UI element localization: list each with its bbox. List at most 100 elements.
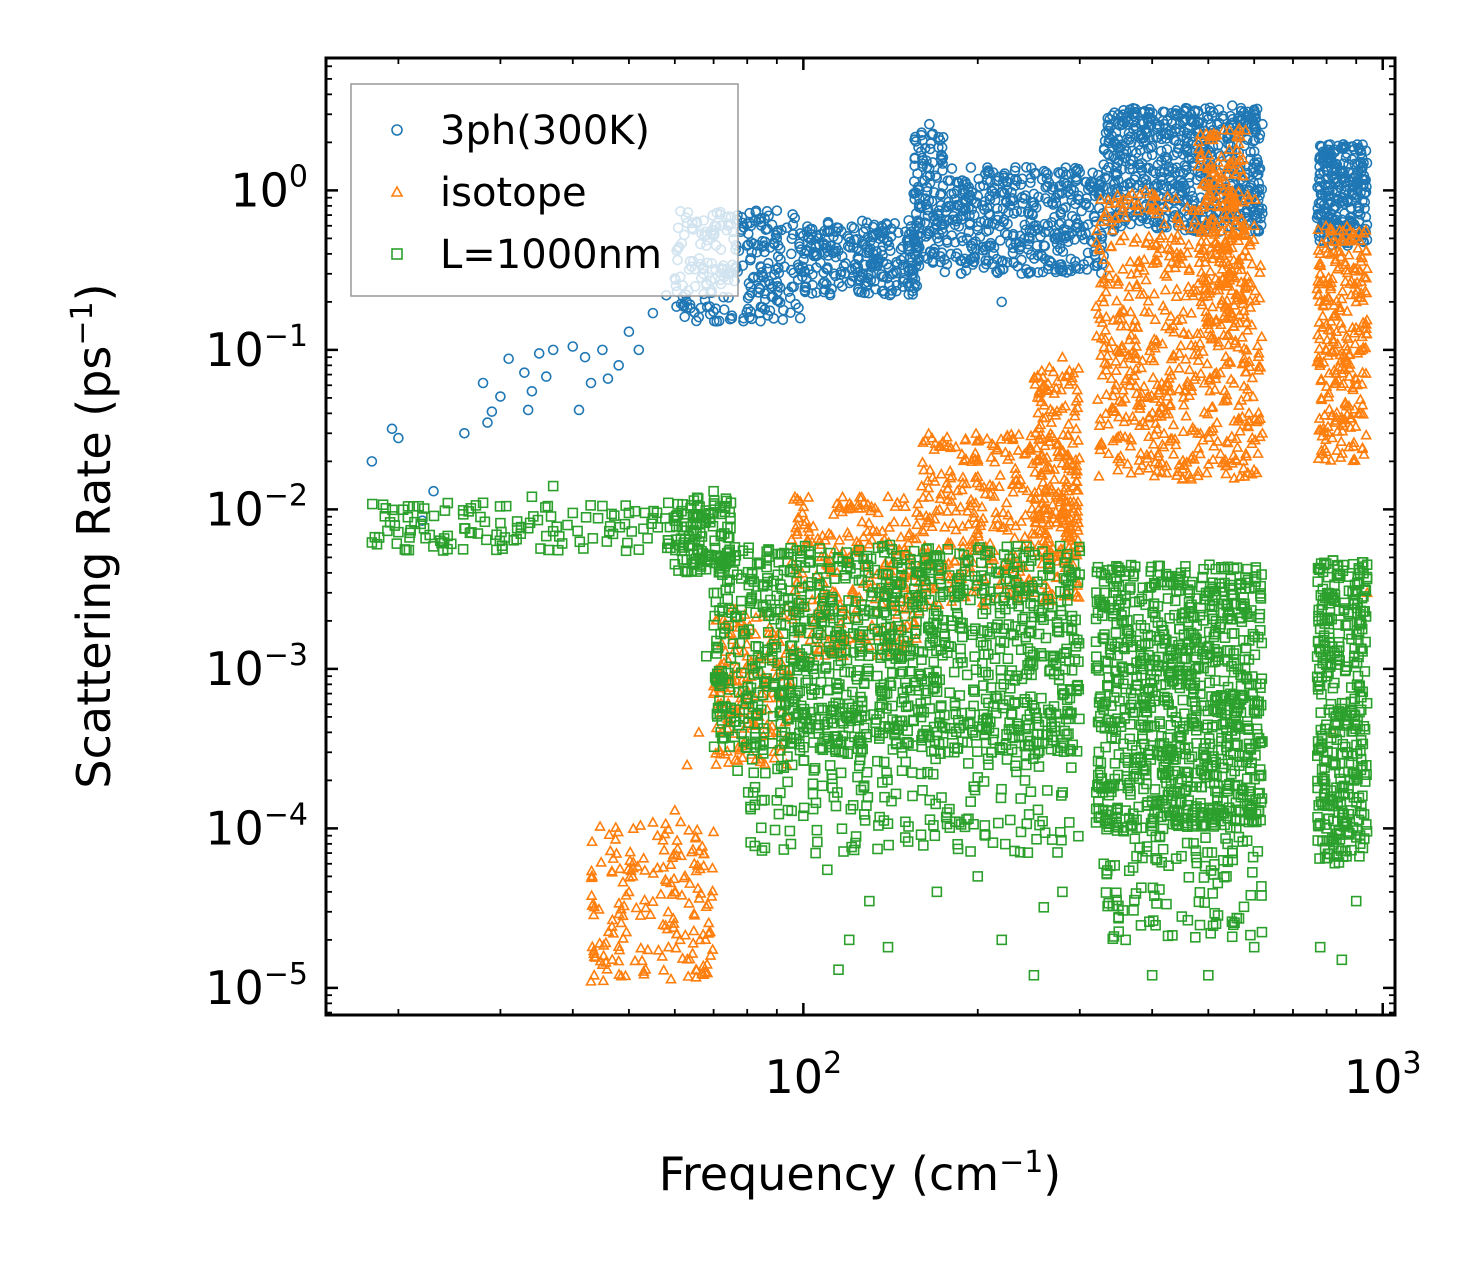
data-point — [1145, 389, 1158, 400]
data-point — [671, 842, 684, 854]
data-point — [691, 315, 702, 327]
series-square — [366, 480, 1373, 981]
data-point — [668, 804, 681, 815]
data-point — [1241, 188, 1254, 200]
data-point — [986, 480, 999, 491]
data-point — [1195, 367, 1207, 379]
data-point — [764, 305, 776, 317]
data-point — [1043, 484, 1056, 496]
data-point — [1320, 216, 1332, 227]
data-point — [999, 227, 1011, 239]
data-point — [574, 536, 586, 548]
data-point — [613, 360, 624, 371]
data-point — [1312, 181, 1323, 193]
data-point — [686, 947, 699, 958]
data-point — [1234, 470, 1246, 481]
data-point — [1355, 148, 1367, 159]
data-point — [1181, 103, 1193, 114]
data-point — [948, 210, 959, 222]
data-point — [1151, 378, 1164, 390]
data-point — [836, 490, 849, 502]
data-point — [1152, 386, 1165, 398]
data-point — [1133, 261, 1146, 272]
data-point — [1149, 254, 1162, 265]
data-point — [973, 173, 985, 185]
data-point — [1349, 420, 1362, 431]
data-point — [691, 859, 704, 870]
data-point — [994, 235, 1006, 246]
data-point — [1170, 283, 1183, 294]
data-point — [965, 162, 977, 173]
data-point — [1179, 115, 1190, 126]
data-point — [938, 521, 951, 532]
data-point — [651, 861, 664, 873]
data-point — [1047, 199, 1059, 210]
data-point — [1148, 333, 1161, 344]
data-point — [1243, 198, 1255, 210]
data-point — [1215, 318, 1227, 329]
data-point — [1056, 217, 1067, 229]
data-point — [693, 892, 706, 903]
data-point — [1356, 441, 1369, 453]
data-point — [1106, 224, 1119, 235]
data-point — [926, 520, 938, 532]
data-point — [836, 251, 848, 262]
data-point — [664, 858, 677, 869]
data-point — [1116, 395, 1128, 407]
data-point — [1176, 313, 1188, 324]
data-point — [1125, 136, 1137, 148]
data-point — [863, 516, 875, 528]
data-point — [845, 499, 858, 510]
data-point — [1128, 124, 1139, 135]
data-point — [1154, 232, 1166, 243]
data-point — [522, 404, 534, 416]
data-point — [1205, 424, 1218, 436]
data-point — [1094, 312, 1106, 324]
data-point — [1109, 355, 1122, 366]
data-point — [1241, 383, 1254, 394]
data-point — [1103, 197, 1116, 209]
data-point — [1162, 115, 1173, 126]
data-point — [920, 199, 932, 210]
data-point — [962, 518, 975, 529]
data-point — [586, 940, 599, 952]
data-point — [1043, 226, 1055, 237]
data-point — [1171, 229, 1184, 240]
data-point — [941, 430, 953, 442]
data-point — [1081, 193, 1093, 204]
data-point — [1138, 264, 1150, 275]
data-point — [1192, 106, 1204, 117]
data-point — [903, 527, 916, 538]
data-point — [897, 276, 909, 288]
data-point — [786, 264, 797, 276]
data-point — [704, 949, 717, 960]
data-point — [1177, 454, 1189, 465]
data-point — [688, 909, 701, 920]
data-point — [935, 467, 948, 479]
data-point — [927, 128, 939, 140]
data-point — [1045, 257, 1056, 268]
data-point — [687, 924, 700, 936]
data-point — [1114, 196, 1127, 208]
data-point — [802, 491, 815, 502]
data-point — [828, 268, 840, 279]
data-point — [938, 219, 950, 230]
data-point — [637, 852, 650, 863]
data-point — [623, 871, 636, 882]
data-point — [1017, 198, 1029, 209]
data-point — [753, 287, 764, 298]
data-point — [1241, 324, 1254, 335]
data-point — [986, 258, 998, 270]
data-point — [1248, 177, 1260, 189]
data-point — [1173, 383, 1186, 394]
data-point — [1039, 240, 1051, 252]
data-point — [822, 555, 834, 566]
data-point — [683, 897, 695, 908]
data-point — [923, 162, 935, 174]
data-point — [585, 864, 598, 876]
data-point — [1165, 124, 1177, 136]
data-point — [1229, 452, 1242, 464]
data-point — [647, 307, 659, 319]
data-point — [597, 949, 610, 961]
